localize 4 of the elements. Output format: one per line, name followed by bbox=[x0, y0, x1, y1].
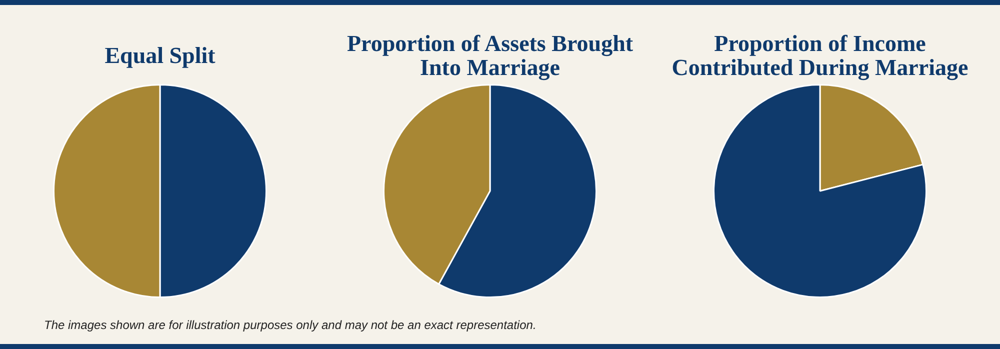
chart-title: Equal Split bbox=[104, 43, 216, 68]
text: The images shown are for illustration purposes only and may not be an exact representation. bbox=[44, 318, 536, 332]
chart-title: Proportion of Income Contributed During Marriage bbox=[670, 31, 970, 80]
chart-title: Proportion of Assets Brought Into Marriage bbox=[346, 31, 634, 80]
